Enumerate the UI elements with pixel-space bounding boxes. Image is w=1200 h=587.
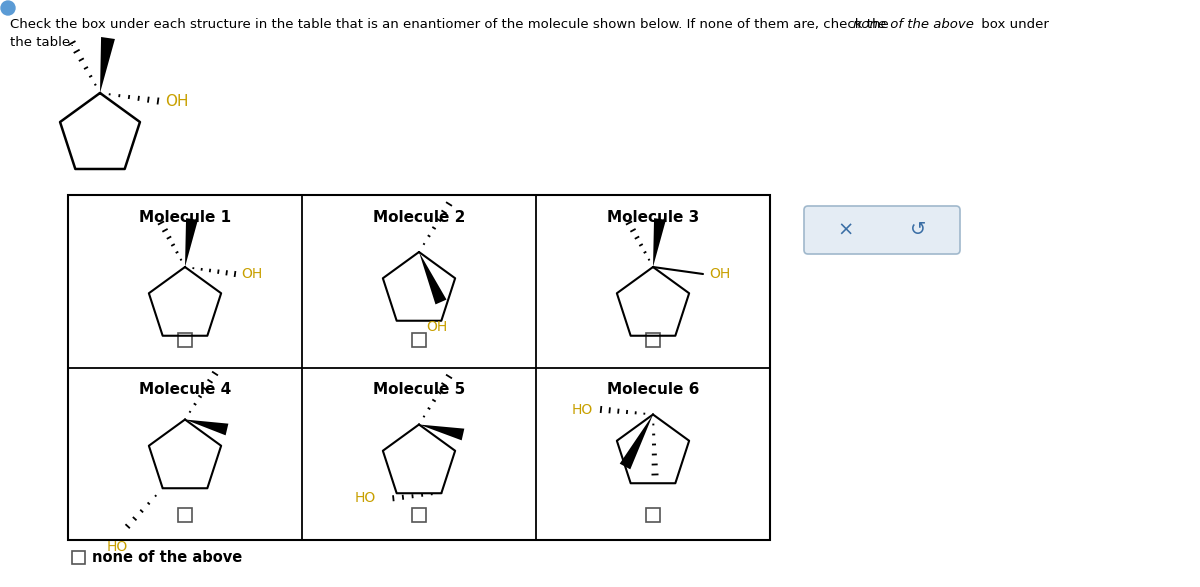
Text: OH: OH	[426, 320, 448, 334]
Text: Molecule 5: Molecule 5	[373, 382, 466, 397]
Text: Molecule 6: Molecule 6	[607, 382, 700, 397]
Polygon shape	[185, 420, 228, 436]
Polygon shape	[419, 424, 464, 440]
Polygon shape	[185, 218, 198, 267]
Text: HO: HO	[571, 403, 593, 417]
Bar	[178, 332, 192, 346]
Text: HO: HO	[107, 540, 128, 554]
Polygon shape	[100, 37, 115, 93]
Text: none of the above: none of the above	[92, 549, 242, 565]
Bar	[412, 332, 426, 346]
Text: ↺: ↺	[910, 221, 926, 239]
Polygon shape	[419, 252, 446, 305]
Bar	[646, 332, 660, 346]
Text: OH: OH	[709, 267, 731, 281]
Text: Molecule 1: Molecule 1	[139, 210, 232, 224]
Text: OH: OH	[166, 93, 188, 109]
Polygon shape	[653, 218, 666, 267]
Text: Molecule 3: Molecule 3	[607, 210, 700, 224]
Text: box under: box under	[977, 18, 1049, 31]
Text: HO: HO	[355, 491, 377, 505]
Bar	[72, 551, 84, 564]
Text: the table.: the table.	[10, 36, 74, 49]
Text: Molecule 4: Molecule 4	[139, 382, 232, 397]
Circle shape	[1, 1, 14, 15]
Bar	[646, 508, 660, 522]
Text: Check the box under each structure in the table that is an enantiomer of the mol: Check the box under each structure in th…	[10, 18, 893, 31]
Text: none of the above: none of the above	[853, 18, 974, 31]
Text: Molecule 2: Molecule 2	[373, 210, 466, 224]
FancyBboxPatch shape	[804, 206, 960, 254]
Bar	[412, 508, 426, 522]
Bar	[68, 195, 770, 540]
Text: OH: OH	[241, 267, 263, 281]
Text: ×: ×	[838, 221, 854, 239]
Polygon shape	[619, 414, 653, 470]
Bar	[178, 508, 192, 522]
